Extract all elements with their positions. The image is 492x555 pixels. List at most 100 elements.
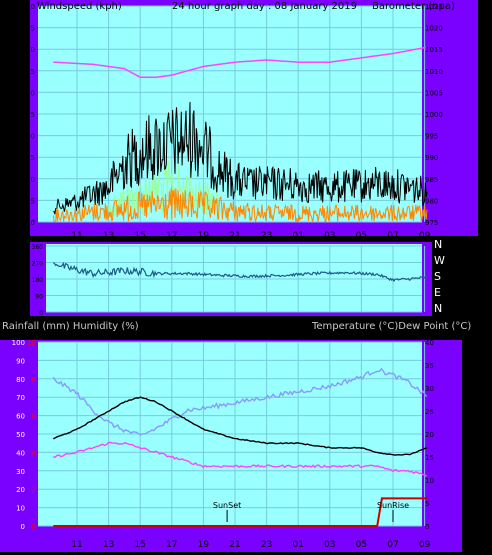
direction-y-tick-label: 360 xyxy=(32,244,44,251)
rain-humidity-axis-title: Rainfall (mm) Humidity (%) xyxy=(2,321,139,332)
direction-y-tick-label: 270 xyxy=(32,261,44,268)
barometer-y-tick-label: 1005 xyxy=(425,89,443,97)
rain-x-tick-label: 13 xyxy=(103,540,114,550)
temperature-y-tick-label: 5 xyxy=(425,500,429,508)
direction-plot-area xyxy=(46,244,422,312)
rain-x-tick-label: 19 xyxy=(198,540,210,550)
humidity-y-tick-label: 10 xyxy=(16,505,25,513)
wind-x-tick-label: 05 xyxy=(356,231,367,241)
barometer-y-tick-label: 990 xyxy=(425,154,438,162)
compass-label-e: E xyxy=(434,286,441,299)
rain-x-tick-label: 07 xyxy=(387,540,398,550)
temperature-y-tick-label: 40 xyxy=(425,339,434,347)
wind-x-tick-label: 01 xyxy=(292,231,303,241)
barometer-y-tick-label: 1025 xyxy=(425,3,443,11)
wind-x-tick-label: 03 xyxy=(324,231,335,241)
wind-y-tick-label: 35 xyxy=(26,68,35,76)
temperature-y-tick-label: 20 xyxy=(425,431,434,439)
rain-x-tick-label: 11 xyxy=(71,540,82,550)
humidity-y-tick-label: 60 xyxy=(16,413,25,421)
wind-gust-series-line xyxy=(53,101,428,215)
temperature-y-tick-label: 0 xyxy=(425,523,429,531)
rainfall-y-tick-label: 10 xyxy=(27,339,36,347)
rainfall-series-line xyxy=(53,497,428,527)
rain-x-tick-label: 09 xyxy=(419,540,431,550)
barometer-y-tick-label: 1000 xyxy=(425,111,443,119)
sun-annotation-label: SunSet xyxy=(213,501,241,510)
wind-x-tick-label: 11 xyxy=(71,231,82,241)
barometer-y-tick-label: 980 xyxy=(425,197,438,205)
compass-label-n-bottom: N xyxy=(434,302,443,315)
rainfall-y-tick-label: 8 xyxy=(32,376,36,384)
windspeed-axis-title: Windspeed (kph) xyxy=(37,1,122,12)
temperature-series-line xyxy=(53,396,427,456)
barometer-axis-title: Barometer (hpa) xyxy=(372,1,455,12)
barometer-series-line xyxy=(53,46,427,79)
humidity-y-tick-label: 40 xyxy=(16,449,25,457)
sun-annotation-label: SunRise xyxy=(377,501,409,510)
wind-direction-series-line xyxy=(53,261,428,283)
wind-y-tick-label: 0 xyxy=(31,219,35,227)
wind-y-tick-label: 40 xyxy=(26,46,35,54)
rainfall-y-tick-label: 4 xyxy=(32,449,37,457)
direction-y-tick-label: 90 xyxy=(35,294,43,301)
temperature-y-tick-label: 15 xyxy=(425,454,434,462)
barometer-y-tick-label: 985 xyxy=(425,176,438,184)
rainfall-y-tick-label: 0 xyxy=(32,523,36,531)
wind-x-tick-label: 21 xyxy=(229,231,240,241)
temperature-y-tick-label: 30 xyxy=(425,385,434,393)
dewpoint-series-line xyxy=(53,441,428,477)
rain-x-tick-label: 17 xyxy=(166,540,177,550)
humidity-y-tick-label: 20 xyxy=(16,486,25,494)
compass-label-w: W xyxy=(434,254,445,267)
compass-label-s: S xyxy=(434,270,441,283)
humidity-y-tick-label: 80 xyxy=(16,376,25,384)
wind-y-tick-label: 15 xyxy=(26,154,35,162)
rain-x-tick-label: 01 xyxy=(292,540,303,550)
temperature-y-tick-label: 10 xyxy=(425,477,434,485)
wind-y-tick-label: 30 xyxy=(26,89,35,97)
rain-x-tick-label: 21 xyxy=(229,540,240,550)
temperature-dewpoint-axis-title: Temperature (°C)Dew Point (°C) xyxy=(312,321,472,332)
humidity-y-tick-label: 0 xyxy=(21,523,25,531)
barometer-y-tick-label: 975 xyxy=(425,219,438,227)
wind-y-tick-label: 20 xyxy=(26,133,35,141)
compass-label-n-top: N xyxy=(434,238,443,251)
humidity-y-tick-label: 90 xyxy=(16,357,25,365)
direction-y-tick-label: 180 xyxy=(32,277,44,284)
wind-x-tick-label: 09 xyxy=(419,231,431,241)
rain-x-tick-label: 15 xyxy=(134,540,145,550)
chart-title: 24 hour graph day : 08 January 2019 xyxy=(172,1,357,12)
wind-x-tick-label: 15 xyxy=(134,231,145,241)
rainfall-y-tick-label: 6 xyxy=(32,413,37,421)
barometer-y-tick-label: 995 xyxy=(425,133,438,141)
wind-x-tick-label: 17 xyxy=(166,231,177,241)
wind-average-series-line xyxy=(52,188,428,224)
temperature-y-tick-label: 25 xyxy=(425,408,434,416)
humidity-y-tick-label: 50 xyxy=(16,431,25,439)
humidity-y-tick-label: 100 xyxy=(12,339,25,347)
rain-x-tick-label: 03 xyxy=(324,540,335,550)
humidity-y-tick-label: 70 xyxy=(16,394,25,402)
wind-x-tick-label: 07 xyxy=(387,231,398,241)
wind-y-tick-label: 25 xyxy=(26,111,35,119)
barometer-y-tick-label: 1020 xyxy=(425,25,443,33)
wind-y-tick-label: 5 xyxy=(31,197,35,205)
direction-y-tick-label: 0 xyxy=(39,310,43,317)
wind-y-tick-label: 45 xyxy=(26,25,35,33)
rain-x-tick-label: 23 xyxy=(261,540,272,550)
wind-y-tick-label: 10 xyxy=(26,176,35,184)
wind-x-tick-label: 19 xyxy=(198,231,210,241)
wind-y-tick-label: 50 xyxy=(26,3,35,11)
rain-x-tick-label: 05 xyxy=(356,540,367,550)
humidity-series-line xyxy=(52,367,428,436)
rainfall-y-tick-label: 2 xyxy=(32,486,36,494)
wind-x-tick-label: 23 xyxy=(261,231,272,241)
temperature-y-tick-label: 35 xyxy=(425,362,434,370)
wind-x-tick-label: 13 xyxy=(103,231,114,241)
humidity-y-tick-label: 30 xyxy=(16,468,25,476)
barometer-y-tick-label: 1015 xyxy=(425,46,443,54)
barometer-y-tick-label: 1010 xyxy=(425,68,443,76)
